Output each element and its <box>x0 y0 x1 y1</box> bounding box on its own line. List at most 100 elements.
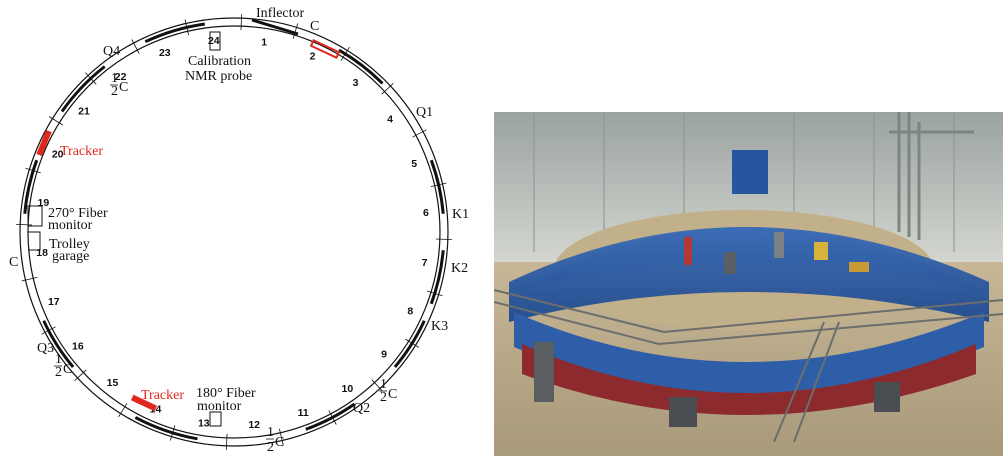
station-tick-23 <box>131 39 140 54</box>
station-number-20: 20 <box>52 149 64 161</box>
station-number-14: 14 <box>150 403 162 415</box>
station-number-1: 1 <box>261 36 267 48</box>
monitor-270-label: monitor <box>48 218 93 233</box>
fiber-270-label: 270° Fiber <box>48 206 108 221</box>
element-arc-1 <box>338 48 384 85</box>
ring-supports <box>669 382 900 427</box>
station-tick-16 <box>74 369 87 381</box>
q4-label: Q4 <box>103 44 120 59</box>
station-tick-7 <box>435 238 452 240</box>
station-number-17: 17 <box>48 296 60 308</box>
element-arc-8 <box>23 159 39 214</box>
tracker-left-label: Tracker <box>60 144 103 159</box>
svg-text:C: C <box>275 435 284 450</box>
element-arc-4 <box>393 320 426 368</box>
station-tick-20 <box>25 167 41 174</box>
tracker-left-segment <box>36 129 52 157</box>
station-tick-10 <box>371 379 383 392</box>
k3-label: K3 <box>431 319 448 334</box>
station-number-3: 3 <box>353 77 359 89</box>
station-tick-21 <box>48 116 63 126</box>
station-number-11: 11 <box>298 407 309 419</box>
station-tick-22 <box>85 72 97 85</box>
ring-schematic-diagram: 123456789101112131415161718192021222324 … <box>9 6 469 455</box>
svg-text:1: 1 <box>380 377 387 392</box>
station-number-15: 15 <box>107 377 119 389</box>
station-number-22: 22 <box>115 71 127 83</box>
station-tick-15 <box>118 403 128 418</box>
station-tick-9 <box>405 338 420 348</box>
q3-label: Q3 <box>37 341 54 356</box>
tracker-top-segment <box>309 39 341 59</box>
q2-label: Q2 <box>353 401 370 416</box>
half-c-bottom-label: 1 2 C <box>266 425 284 455</box>
walkway-railings <box>494 289 1003 443</box>
station-tick-6 <box>430 182 447 187</box>
c-top-label: C <box>310 19 319 34</box>
tracker-bottom-label: Tracker <box>141 388 184 403</box>
svg-text:1: 1 <box>111 71 118 86</box>
station-tick-11 <box>328 410 337 425</box>
element-arc-2 <box>429 159 445 214</box>
station-number-4: 4 <box>387 114 393 126</box>
svg-text:C: C <box>119 80 128 95</box>
svg-text:1: 1 <box>267 425 274 440</box>
calibration-probe-box <box>209 31 221 51</box>
station-number-18: 18 <box>36 247 48 259</box>
svg-text:2: 2 <box>55 365 62 380</box>
station-ticks <box>16 14 452 450</box>
svg-text:2: 2 <box>267 440 274 455</box>
ring-blue-yoke <box>509 227 989 322</box>
station-number-21: 21 <box>78 106 90 118</box>
station-number-19: 19 <box>38 197 50 209</box>
station-tick-19 <box>16 224 33 226</box>
station-tick-8 <box>427 290 443 297</box>
element-arc-7 <box>42 320 75 368</box>
station-number-7: 7 <box>422 257 428 269</box>
monitor-180-label: monitor <box>197 399 242 414</box>
stairs-left <box>534 342 554 402</box>
station-number-5: 5 <box>411 158 417 170</box>
station-tick-14 <box>169 425 176 441</box>
station-number-23: 23 <box>159 47 171 59</box>
fiber-monitor-270-box <box>27 205 43 227</box>
storage-ring-photo <box>494 112 1003 456</box>
garage-label: garage <box>52 249 89 264</box>
fiber-180-label: 180° Fiber <box>196 386 256 401</box>
svg-text:1: 1 <box>55 352 62 367</box>
station-number-9: 9 <box>381 349 387 361</box>
station-number-12: 12 <box>248 419 260 431</box>
wall-panels <box>533 112 955 252</box>
beamline-element-arcs <box>23 22 445 441</box>
inflector-label: Inflector <box>256 6 305 21</box>
half-c-left-label: 1 2 C <box>54 352 72 380</box>
half-c-right-label: 1 2 C <box>379 377 397 405</box>
station-number-6: 6 <box>423 207 429 219</box>
tracker-bottom-segment <box>130 394 158 412</box>
station-number-2: 2 <box>310 51 316 63</box>
station-tick-13 <box>226 433 228 450</box>
ring-front-red <box>522 344 976 415</box>
trolley-label: Trolley <box>49 237 90 252</box>
station-tick-4 <box>381 83 394 95</box>
station-number-24: 24 <box>208 35 220 47</box>
element-arc-3 <box>429 250 445 305</box>
station-number-13: 13 <box>198 418 210 430</box>
element-arc-9 <box>60 65 106 113</box>
svg-text:C: C <box>63 362 72 377</box>
svg-text:2: 2 <box>380 390 387 405</box>
blue-cabinet <box>732 150 768 194</box>
element-arc-6 <box>134 416 198 441</box>
station-tick-12 <box>279 428 284 445</box>
fiber-monitor-180-box <box>209 411 222 427</box>
station-tick-3 <box>340 46 350 61</box>
ring-front-blue <box>514 312 984 397</box>
station-tick-18 <box>21 277 38 282</box>
c-left-label: C <box>9 255 18 270</box>
station-tick-24 <box>184 19 189 36</box>
station-number-10: 10 <box>342 383 354 395</box>
element-arc-5 <box>305 402 356 431</box>
k2-label: K2 <box>451 261 468 276</box>
station-number-16: 16 <box>72 340 84 352</box>
